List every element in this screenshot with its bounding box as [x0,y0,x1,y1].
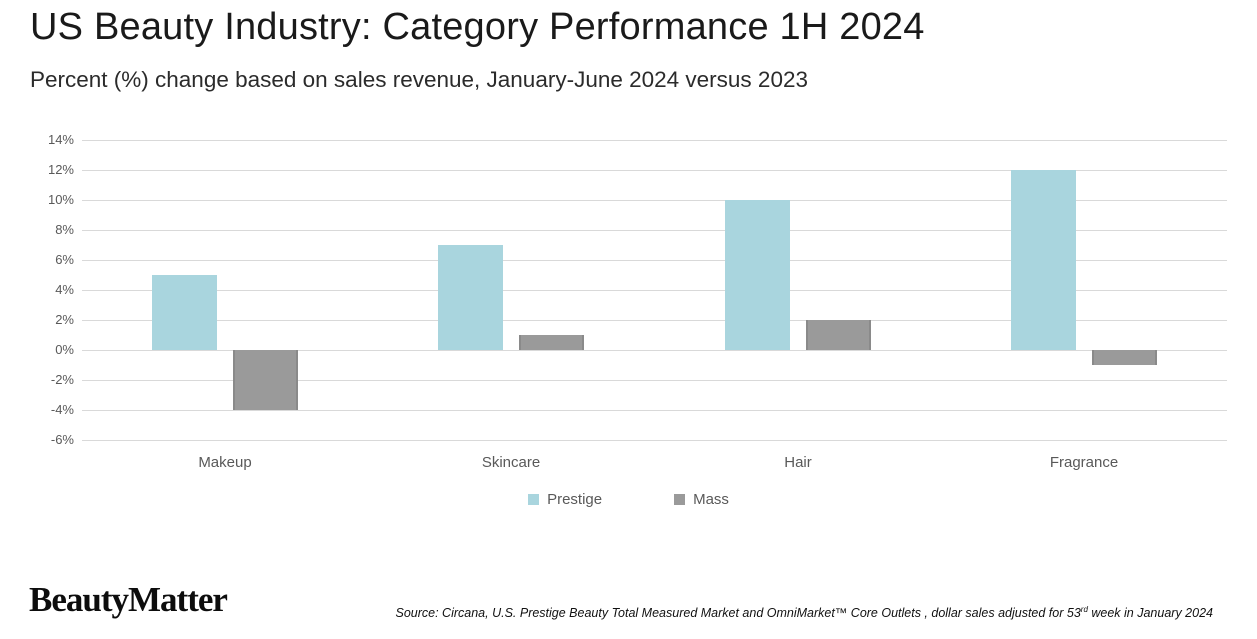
legend-item-prestige: Prestige [528,491,602,508]
gridline [82,140,1227,141]
y-axis-tick-label: 12% [47,162,74,177]
legend-item-mass: Mass [674,491,729,508]
x-axis-category-label: Fragrance [1049,454,1119,471]
y-axis-tick-label: 4% [55,282,74,297]
bar-prestige-hair [725,200,790,350]
x-axis-category-label: Hair [784,454,812,471]
y-axis-tick-label: 6% [55,252,74,267]
gridline [82,350,1227,351]
legend-swatch-mass [674,494,686,505]
chart-legend: Prestige Mass [0,491,1257,508]
y-axis-tick-label: 8% [55,222,74,237]
source-text: Source: Circana, U.S. Prestige Beauty To… [395,606,1081,621]
source-text-end: week in January 2024 [1087,606,1213,621]
bar-mass-fragrance [1092,350,1157,365]
beautymatter-logo: BeautyMatter [29,580,228,619]
legend-swatch-prestige [528,494,540,505]
x-axis-category-label: Skincare [481,454,541,471]
source-superscript: rd [1080,605,1088,614]
bar-prestige-makeup [152,275,217,350]
page-title: US Beauty Industry: Category Performance… [30,6,925,48]
gridline [82,410,1227,411]
gridline [82,200,1227,201]
bar-mass-makeup [233,350,298,410]
gridline [82,260,1227,261]
gridline [82,380,1227,381]
bar-prestige-skincare [438,245,503,350]
y-axis-tick-label: -2% [50,372,74,387]
y-axis-tick-label: 14% [47,132,74,147]
gridline [82,440,1227,441]
legend-label: Mass [693,491,729,508]
y-axis-tick-label: 2% [55,312,74,327]
y-axis-tick-label: 10% [47,192,74,207]
gridline [82,170,1227,171]
y-axis-tick-label: -4% [50,402,74,417]
page-subtitle: Percent (%) change based on sales revenu… [30,67,808,92]
source-note: Source: Circana, U.S. Prestige Beauty To… [396,605,1214,620]
bar-mass-hair [806,320,871,350]
y-axis-tick-label: 0% [55,342,74,357]
gridline [82,230,1227,231]
legend-label: Prestige [547,491,603,508]
y-axis-tick-label: -6% [50,432,74,447]
bar-mass-skincare [519,335,584,350]
bar-prestige-fragrance [1011,170,1076,350]
gridline [82,320,1227,321]
x-axis-category-label: Makeup [198,454,252,471]
gridline [82,290,1227,291]
